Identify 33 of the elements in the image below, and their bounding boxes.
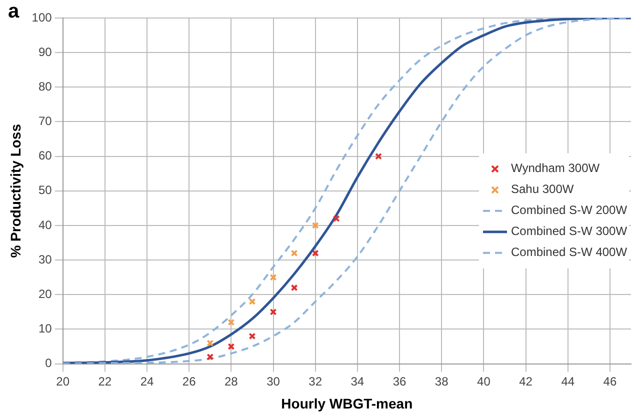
legend-label: Combined S-W 400W xyxy=(511,245,628,260)
y-axis-title: % Productivity Loss xyxy=(7,124,24,258)
text: a xyxy=(8,0,20,23)
x-tick-label: 22 xyxy=(98,374,112,388)
x-tick-label: 38 xyxy=(434,374,449,388)
legend-label: Wyndham 300W xyxy=(511,161,600,176)
y-tick-label: 30 xyxy=(38,252,52,266)
x-tick-label: 42 xyxy=(519,374,533,388)
y-tick-label: 80 xyxy=(38,79,52,94)
x-tick-label: 46 xyxy=(603,374,617,388)
x-tick-label: 30 xyxy=(266,374,280,388)
y-tick-label: 60 xyxy=(38,148,52,163)
y-tick-label: 100 xyxy=(32,10,52,24)
x-axis-title: Hourly WBGT-mean xyxy=(281,395,413,412)
y-tick-label: 10 xyxy=(38,322,52,336)
y-tick-label: 70 xyxy=(38,114,52,128)
x-tick-label: 20 xyxy=(56,374,70,388)
x-tick-label: 36 xyxy=(392,374,407,388)
x-tick-label: 32 xyxy=(308,374,322,388)
x-tick-label: 24 xyxy=(140,374,154,388)
y-tick-label: 0 xyxy=(45,356,52,370)
y-tick-label: 40 xyxy=(38,218,52,232)
x-tick-label: 28 xyxy=(224,374,238,388)
x-tick-label: 40 xyxy=(477,374,491,388)
legend-label: Sahu 300W xyxy=(511,182,574,196)
y-tick-label: 50 xyxy=(38,183,52,198)
x-tick-label: 34 xyxy=(350,374,364,388)
legend-label: Combined S-W 200W xyxy=(511,203,628,218)
y-tick-label: 20 xyxy=(38,286,52,301)
x-tick-label: 44 xyxy=(561,374,575,388)
legend-label: Combined S-W 300W xyxy=(511,224,628,238)
y-tick-label: 90 xyxy=(38,44,52,59)
x-tick-label: 26 xyxy=(182,374,196,388)
